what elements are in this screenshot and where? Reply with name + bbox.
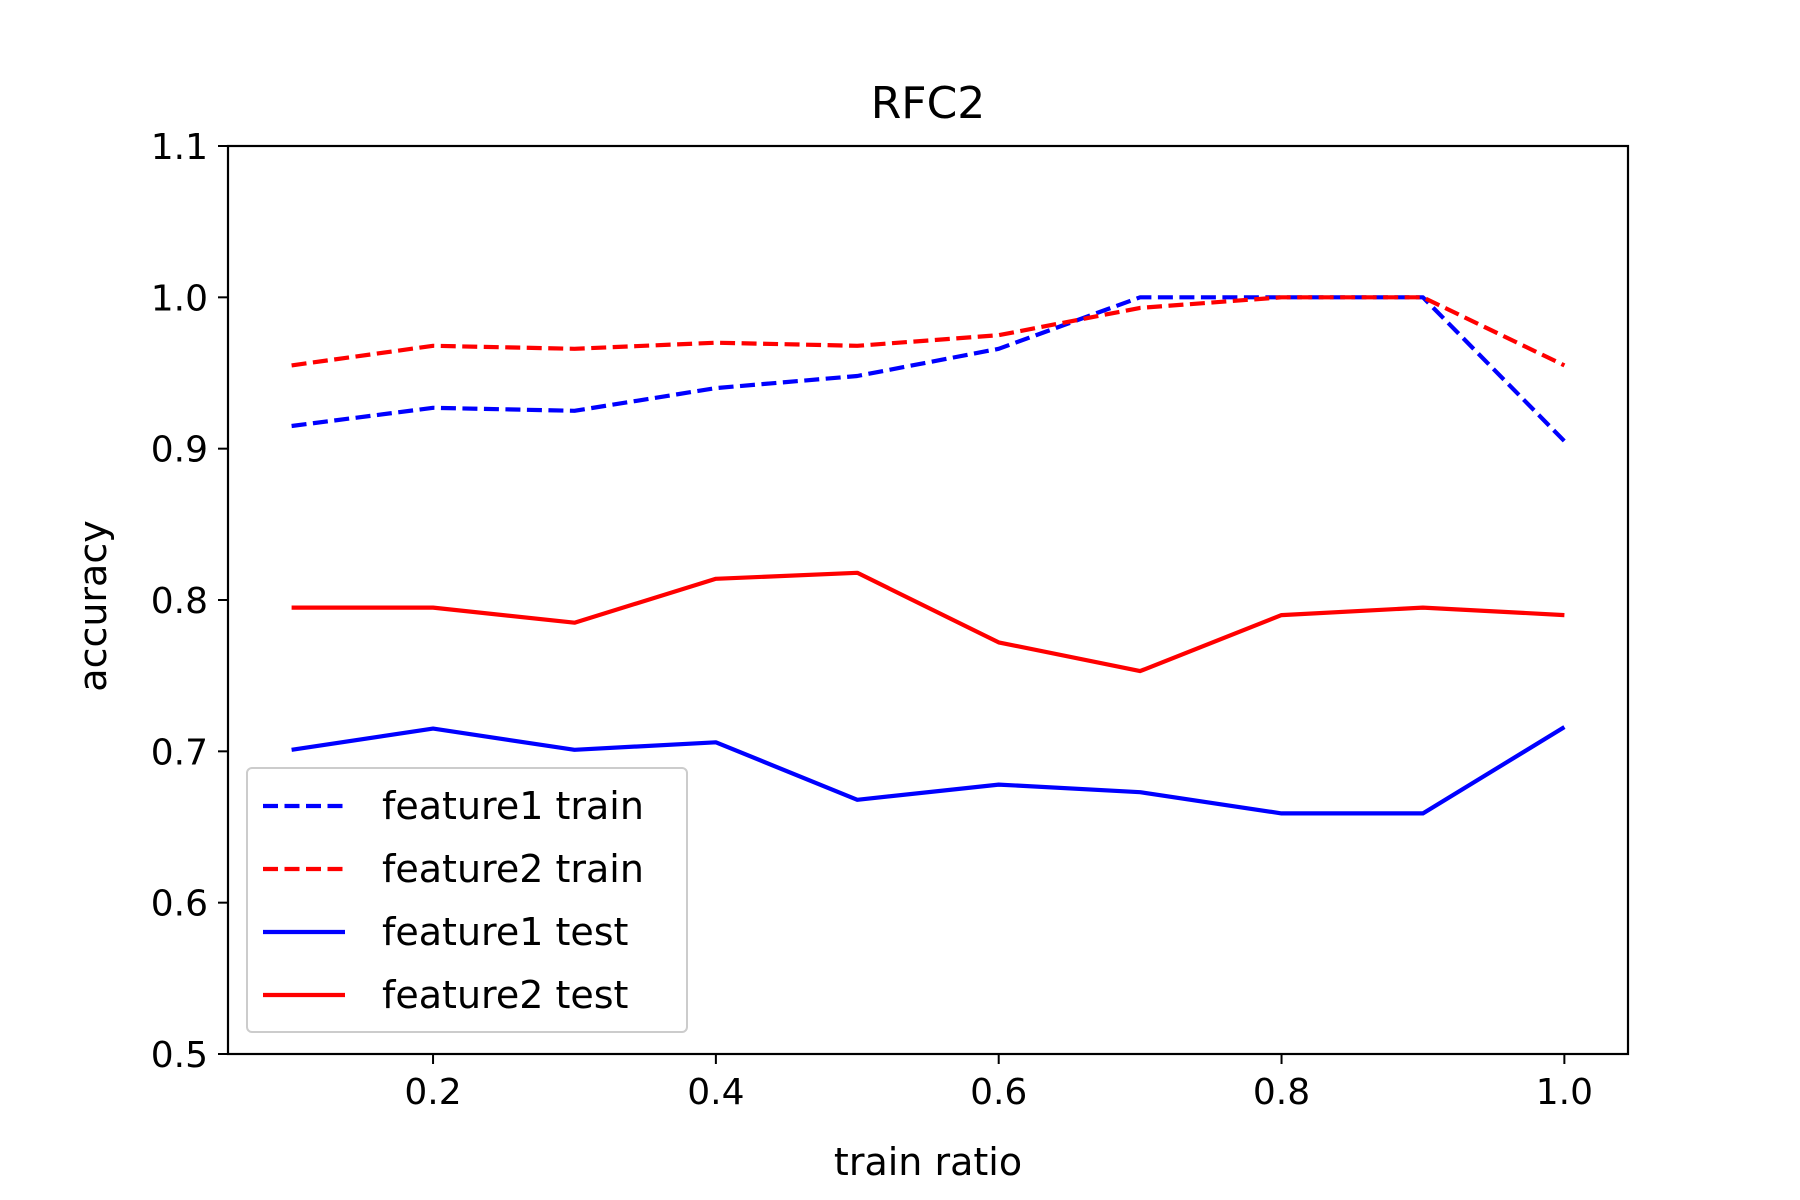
- legend-box: [246, 767, 688, 1033]
- y-tick-label: 0.6: [151, 884, 208, 925]
- series-line-2: [291, 295, 1566, 368]
- legend-label-2: feature2 train: [382, 847, 644, 891]
- legend: feature1 train feature2 train feature1 tes…: [246, 767, 688, 1033]
- chart-title: RFC2: [871, 78, 986, 129]
- y-tick-label: 0.5: [151, 1035, 208, 1076]
- y-axis-label: accuracy: [71, 520, 115, 691]
- series-line-4: [291, 570, 1565, 674]
- x-tick-label: 0.6: [970, 1072, 1027, 1113]
- series-line-3: [291, 725, 1566, 816]
- x-tick-label: 0.4: [687, 1072, 744, 1113]
- legend-label-1: feature1 train: [382, 784, 644, 828]
- y-tick-label: 0.7: [151, 732, 208, 773]
- series-layer: [291, 295, 1566, 816]
- y-tick-label: 1.0: [151, 278, 208, 319]
- x-tick-label: 0.8: [1253, 1072, 1310, 1113]
- y-tick-label: 0.9: [151, 430, 208, 471]
- x-tick-label: 1.0: [1536, 1072, 1593, 1113]
- x-axis-label: train ratio: [834, 1140, 1022, 1184]
- y-tick-label: 0.8: [151, 581, 208, 622]
- axes-layer: 0.2 0.4 0.6 0.8 1.0 0.5 0.6 0.7 0.8 0.9 1.0 1.1: [151, 127, 1630, 1113]
- y-tick-label: 1.1: [151, 127, 208, 168]
- legend-label-3: feature1 test: [382, 910, 628, 954]
- legend-label-4: feature2 test: [382, 973, 628, 1017]
- x-tick-label: 0.2: [404, 1072, 461, 1113]
